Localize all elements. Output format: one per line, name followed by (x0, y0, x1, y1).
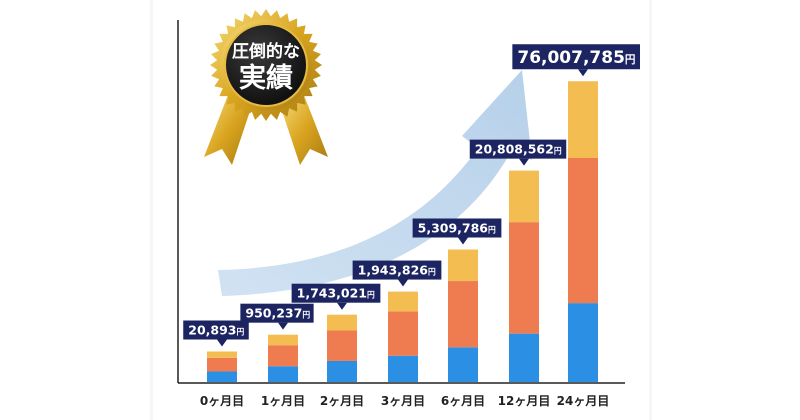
value-label-1: 950,237円 (240, 303, 314, 330)
value-label-text-2: 1,743,021円 (297, 286, 375, 301)
bar-segment-2-1 (327, 330, 357, 361)
value-label-6: 76,007,785円 (512, 44, 640, 77)
bar-segment-2-2 (327, 314, 357, 331)
bar-segment-0-2 (207, 351, 237, 358)
value-label-text-0: 20,893円 (188, 323, 244, 338)
value-label-2: 1,743,021円 (291, 283, 381, 310)
bar-segment-6-2 (568, 81, 598, 159)
bar-group (207, 81, 598, 382)
page-edge-left (150, 0, 153, 420)
bar-segment-1-0 (268, 366, 298, 382)
value-label-text-6: 76,007,785円 (517, 48, 635, 68)
bar-segment-4-0 (448, 347, 478, 382)
x-tick-label-1: 1ヶ月目 (261, 394, 305, 408)
badge-line1: 圧倒的な (232, 41, 300, 62)
x-tick-label-5: 12ヶ月目 (498, 394, 551, 408)
x-tick-group: 0ヶ月目 1ヶ月目 2ヶ月目 3ヶ月目 6ヶ月目 12ヶ月目 24ヶ月目 (200, 394, 610, 408)
bar-segment-1-2 (268, 334, 298, 346)
growth-arrow (218, 70, 532, 296)
bar-segment-3-1 (388, 311, 418, 356)
bar-segment-6-0 (568, 303, 598, 382)
value-label-text-1: 950,237円 (245, 306, 310, 321)
x-tick-label-0: 0ヶ月目 (200, 394, 244, 408)
x-tick-label-3: 3ヶ月目 (381, 394, 425, 408)
bar-segment-0-0 (207, 371, 237, 382)
bar-segment-4-1 (448, 281, 478, 348)
bar-segment-5-1 (509, 222, 539, 334)
bar-segment-5-0 (509, 333, 539, 382)
bar-segment-3-0 (388, 355, 418, 382)
value-label-text-4: 5,309,786円 (418, 220, 496, 235)
bar-segment-3-2 (388, 291, 418, 312)
value-label-text-5: 20,808,562円 (475, 142, 562, 157)
value-label-4: 5,309,786円 (412, 218, 502, 245)
value-label-text-3: 1,943,826円 (358, 263, 436, 278)
bar-segment-0-1 (207, 357, 237, 372)
bar-segment-6-1 (568, 158, 598, 304)
value-label-3: 1,943,826円 (352, 260, 442, 287)
bar-segment-2-0 (327, 360, 357, 382)
value-label-0: 20,893円 (183, 320, 249, 347)
x-tick-label-4: 6ヶ月目 (441, 394, 485, 408)
page-edge-right (649, 0, 652, 420)
award-badge: 圧倒的な 実績 (204, 9, 328, 165)
value-label-5: 20,808,562円 (469, 139, 567, 166)
badge-ribbon-right (280, 95, 328, 165)
badge-ribbon-left (204, 95, 252, 165)
x-tick-label-6: 24ヶ月目 (557, 394, 610, 408)
bar-segment-5-2 (509, 170, 539, 223)
x-tick-label-2: 2ヶ月目 (320, 394, 364, 408)
badge-line2: 実績 (239, 62, 293, 94)
bar-segment-1-1 (268, 345, 298, 367)
bar-segment-4-2 (448, 249, 478, 282)
